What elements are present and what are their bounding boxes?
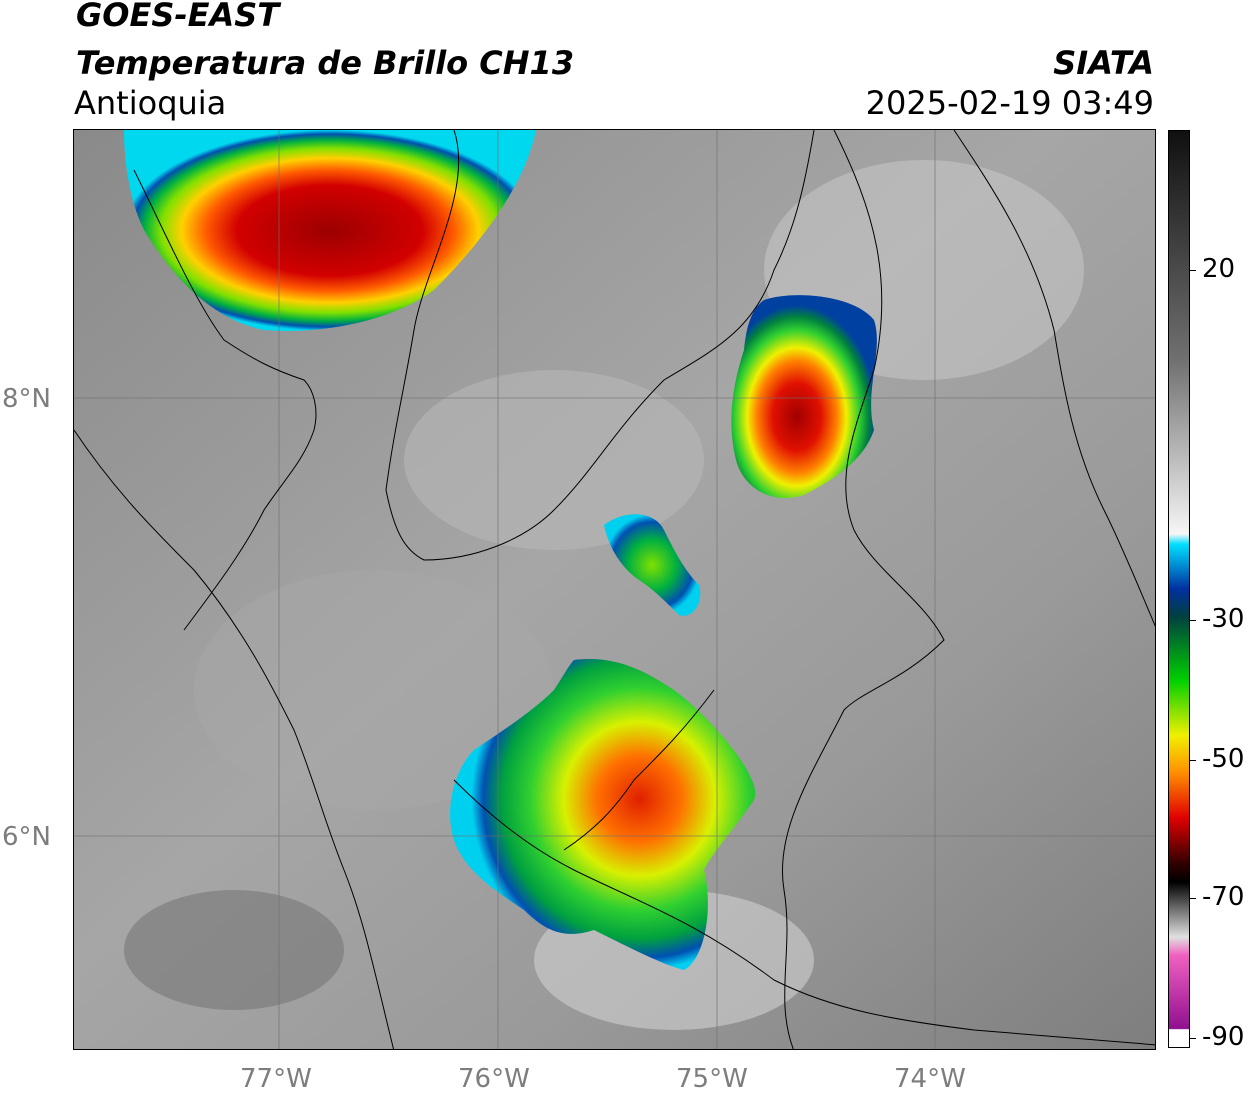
boundary-west <box>74 429 395 1049</box>
lon-label-75w: 75°W <box>676 1064 748 1094</box>
lat-label-8n: 8°N <box>2 384 51 414</box>
boundary-east <box>782 130 945 1049</box>
boundary-central <box>563 689 715 851</box>
coastline-urabá <box>133 169 317 631</box>
boundary-south <box>453 779 1155 1046</box>
colorbar-label-minus90: -90 <box>1202 1022 1245 1052</box>
lon-label-77w: 77°W <box>240 1064 312 1094</box>
map-canvas <box>74 130 1155 1049</box>
colorbar-tick <box>1190 760 1196 761</box>
colorbar-label-20: 20 <box>1202 254 1236 284</box>
organization-label: SIATA <box>1053 44 1154 82</box>
map-title-satellite: GOES-EAST <box>76 0 280 34</box>
colorbar-label-minus70: -70 <box>1202 882 1245 912</box>
colorbar-tick <box>1190 1038 1196 1039</box>
boundary-antioquia <box>385 130 815 561</box>
colorbar-label-minus30: -30 <box>1202 604 1245 634</box>
storm-cell-northeast <box>731 295 877 499</box>
lon-label-74w: 74°W <box>894 1064 966 1094</box>
colorbar-tick <box>1190 898 1196 899</box>
colorbar-tick <box>1190 270 1196 271</box>
satellite-map[interactable] <box>73 129 1156 1050</box>
colorbar-label-minus50: -50 <box>1202 744 1245 774</box>
lon-label-76w: 76°W <box>458 1064 530 1094</box>
timestamp-label: 2025-02-19 03:49 <box>865 84 1154 122</box>
map-region-label: Antioquia <box>74 84 227 122</box>
temperature-colorbar <box>1168 130 1190 1048</box>
boundary-northeast <box>953 130 1155 627</box>
storm-cell-small <box>604 514 701 616</box>
storm-cell-central <box>450 659 756 970</box>
storm-cell-northwest <box>124 130 536 331</box>
map-title-product: Temperatura de Brillo CH13 <box>76 44 575 82</box>
colorbar-tick <box>1190 620 1196 621</box>
lat-label-6n: 6°N <box>2 822 51 852</box>
